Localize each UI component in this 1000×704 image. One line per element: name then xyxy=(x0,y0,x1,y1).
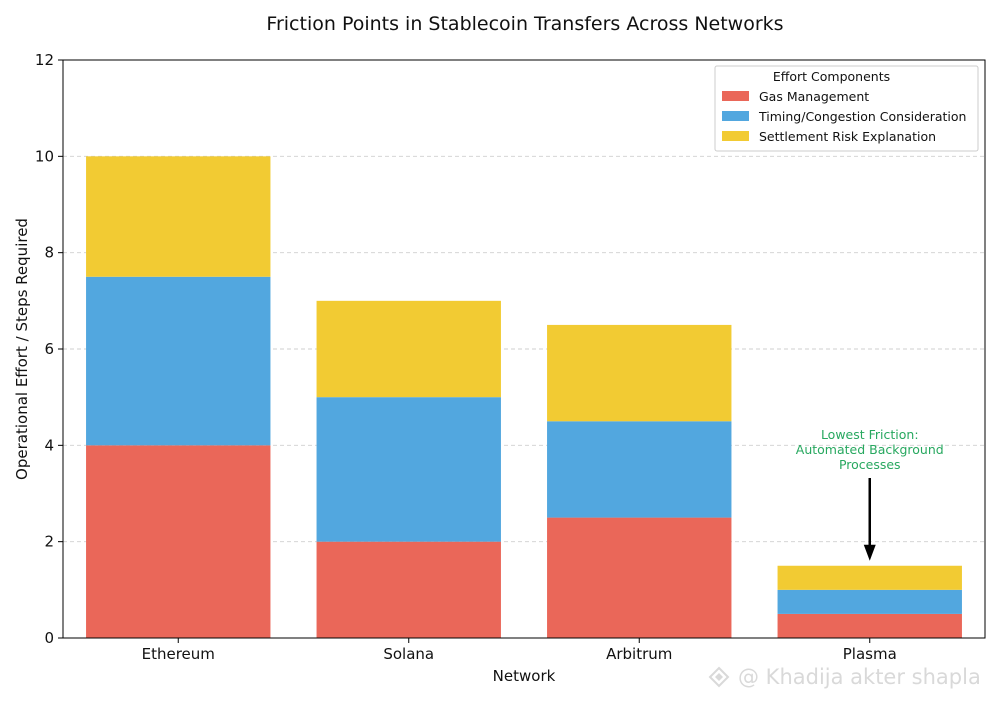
y-tick-label: 12 xyxy=(35,51,54,69)
legend-label-0: Gas Management xyxy=(759,89,869,104)
annotation-text-line: Lowest Friction: xyxy=(821,427,919,442)
annotation-text-line: Automated Background xyxy=(796,442,944,457)
bar-arbitrum-series-1 xyxy=(547,421,732,518)
watermark-text: @ Khadija akter shapla xyxy=(738,665,981,689)
legend-swatch-2 xyxy=(722,131,749,141)
x-tick-label: Solana xyxy=(383,645,434,663)
legend-box xyxy=(714,65,979,152)
bar-arbitrum-series-2 xyxy=(547,324,732,422)
x-tick-label: Ethereum xyxy=(142,645,215,663)
annotation-text-line: Processes xyxy=(839,457,901,472)
legend-swatch-1 xyxy=(722,111,749,121)
legend: Effort Components Gas Management Timing/Co… xyxy=(714,65,979,152)
watermark: @ Khadija akter shapla xyxy=(708,665,981,689)
bars xyxy=(86,156,962,638)
bar-solana-series-0 xyxy=(316,541,501,638)
y-tick-label: 8 xyxy=(44,244,54,262)
y-axis-title: Operational Effort / Steps Required xyxy=(13,218,31,480)
bar-solana-series-2 xyxy=(316,300,501,398)
legend-label-1: Timing/Congestion Consideration xyxy=(758,109,966,124)
bar-plasma-series-0 xyxy=(777,613,962,638)
bar-plasma-series-1 xyxy=(777,589,962,614)
y-tick-label: 4 xyxy=(44,436,54,454)
y-tick-label: 10 xyxy=(35,147,54,165)
y-tick-label: 0 xyxy=(44,629,54,647)
bar-ethereum-series-2 xyxy=(86,156,271,277)
y-tick-label: 2 xyxy=(44,533,54,551)
bar-plasma-series-2 xyxy=(777,565,962,590)
annotation: Lowest Friction:Automated BackgroundProc… xyxy=(796,427,944,561)
chart-title: Friction Points in Stablecoin Transfers … xyxy=(266,13,783,35)
legend-swatch-0 xyxy=(722,91,749,101)
legend-title: Effort Components xyxy=(773,69,890,84)
legend-label-2: Settlement Risk Explanation xyxy=(759,129,936,144)
annotation-arrow-head xyxy=(863,544,876,561)
bar-ethereum-series-0 xyxy=(86,445,271,638)
x-tick-label: Arbitrum xyxy=(606,645,672,663)
x-tick-label: Plasma xyxy=(843,645,897,663)
x-axis-title: Network xyxy=(493,667,556,685)
axes: 0 2 4 6 8 10 12 Ethereum Solana Arbitrum Plasma xyxy=(35,51,986,663)
bar-arbitrum-series-0 xyxy=(547,517,732,638)
y-tick-label: 6 xyxy=(44,340,54,358)
watermark-logo-icon xyxy=(708,666,730,688)
bar-ethereum-series-1 xyxy=(86,276,271,446)
bar-solana-series-1 xyxy=(316,397,501,542)
